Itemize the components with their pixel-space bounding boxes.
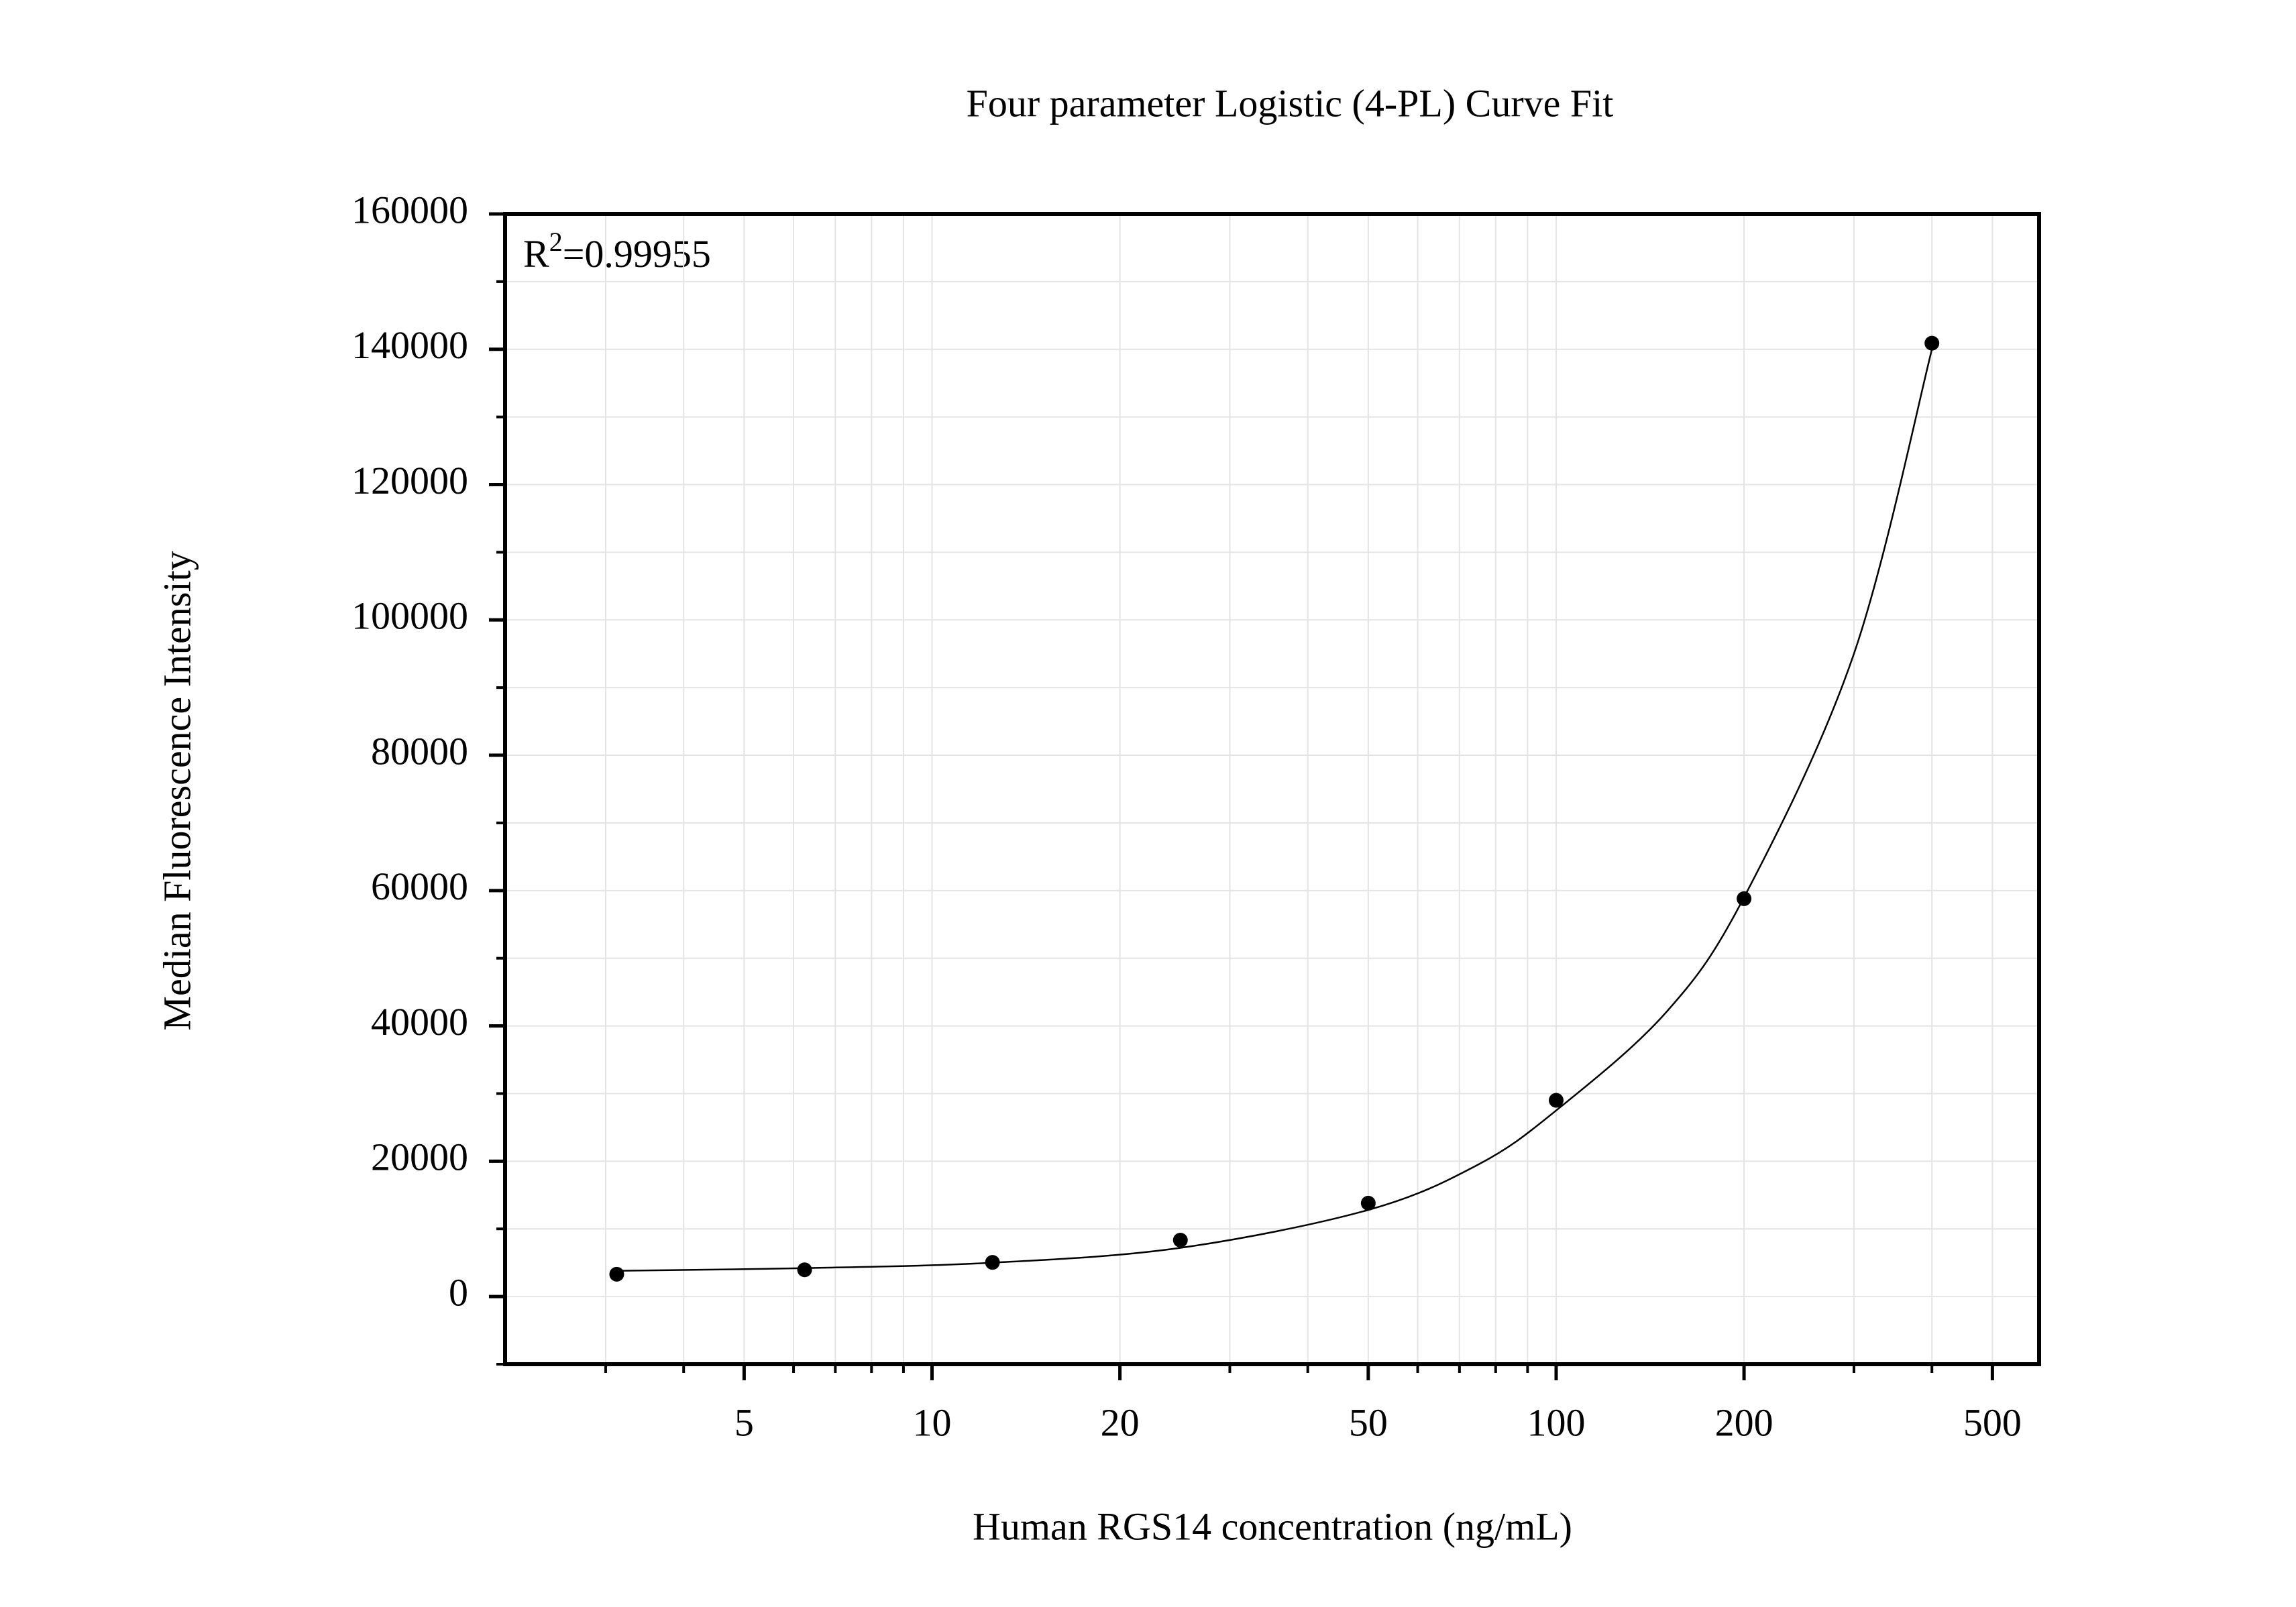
y-tick-label: 0	[449, 1270, 468, 1314]
annotation: R2=0.99955	[523, 227, 711, 276]
y-tick-label: 120000	[351, 459, 468, 502]
annotation-sup: 2	[549, 227, 563, 257]
x-tick-label: 500	[1963, 1400, 2022, 1444]
y-tick-label: 160000	[351, 188, 468, 231]
data-point	[1548, 1093, 1564, 1108]
y-tick-label: 100000	[351, 594, 468, 638]
data-point	[1924, 335, 1940, 351]
annotation-text: R	[523, 232, 549, 276]
x-tick-label: 10	[912, 1400, 951, 1444]
data-point	[1360, 1195, 1376, 1211]
plot-frame	[503, 212, 2041, 1366]
x-tick-label: 100	[1527, 1400, 1585, 1444]
data-point	[1172, 1232, 1188, 1248]
y-tick-label: 140000	[351, 323, 468, 367]
x-axis-label: Human RGS14 concentration (ng/mL)	[973, 1504, 1572, 1548]
data-point	[797, 1262, 812, 1278]
data-point	[1737, 891, 1752, 906]
data-point	[609, 1266, 624, 1282]
y-tick-label: 20000	[371, 1135, 468, 1179]
y-tick-label: 80000	[371, 729, 468, 773]
chart-title: Four parameter Logistic (4-PL) Curve Fit	[967, 81, 1614, 125]
y-tick-label: 60000	[371, 865, 468, 908]
x-tick-label: 20	[1101, 1400, 1140, 1444]
data-point	[985, 1255, 1000, 1270]
y-axis-label: Median Fluorescence Intensity	[155, 551, 199, 1030]
annotation-rest: =0.99955	[563, 232, 711, 276]
x-tick-label: 5	[734, 1400, 754, 1444]
x-tick-label: 200	[1715, 1400, 1773, 1444]
x-tick-label: 50	[1349, 1400, 1388, 1444]
fit-curve	[616, 349, 1933, 1272]
y-tick-label: 40000	[371, 1000, 468, 1044]
